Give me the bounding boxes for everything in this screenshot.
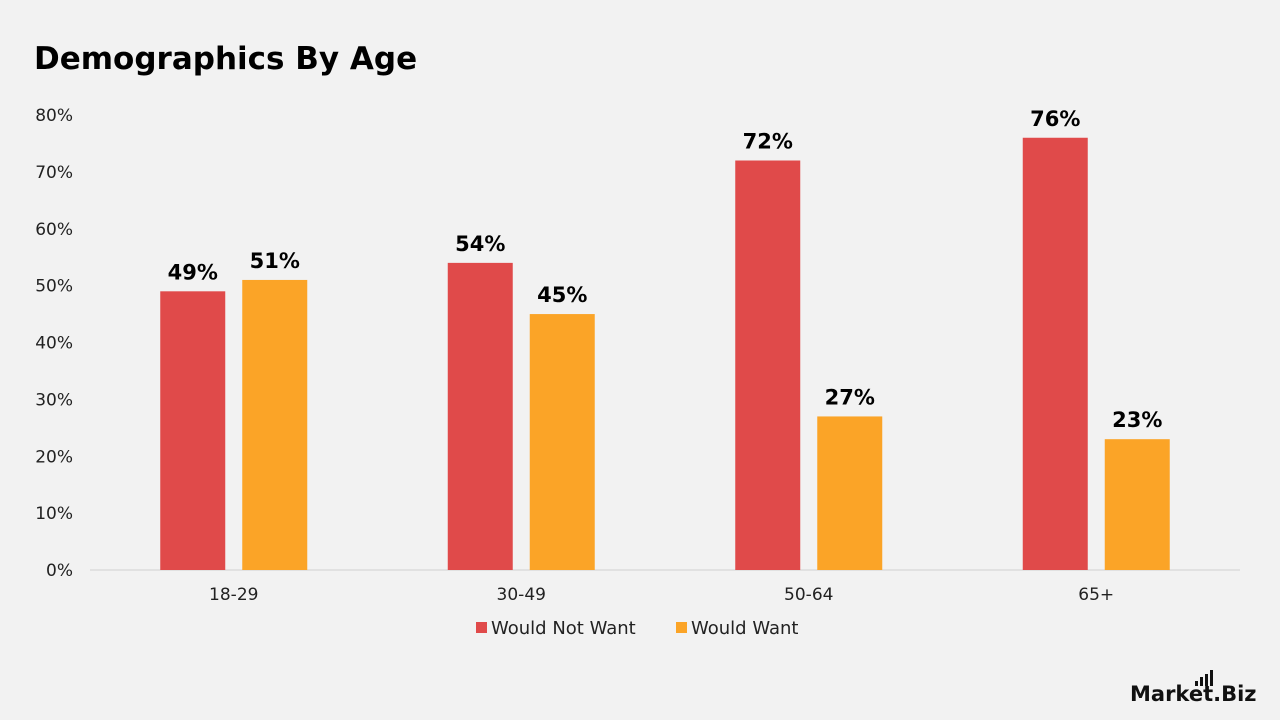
- data-label: 27%: [825, 385, 875, 409]
- data-label: 49%: [168, 260, 218, 284]
- y-tick-label: 40%: [35, 334, 73, 354]
- y-tick-label: 20%: [35, 447, 73, 467]
- data-label: 76%: [1030, 107, 1080, 131]
- data-label: 23%: [1112, 408, 1162, 432]
- bar-would-want-18-29: [242, 279, 308, 570]
- bar-would-not-want-65+: [1022, 137, 1088, 570]
- data-label: 51%: [250, 249, 300, 273]
- bar-would-not-want-50-64: [735, 160, 801, 570]
- chart-title: Demographics By Age: [34, 41, 417, 77]
- bars-group: [160, 137, 1170, 570]
- y-tick-label: 0%: [46, 561, 73, 581]
- y-tick-label: 80%: [35, 106, 73, 126]
- legend-swatch: [476, 622, 487, 633]
- brand-logo: Market.Biz: [1130, 670, 1257, 706]
- bar-would-not-want-30-49: [447, 262, 513, 570]
- y-tick-label: 70%: [35, 163, 73, 183]
- data-label: 72%: [743, 130, 793, 154]
- bar-would-want-30-49: [529, 314, 595, 570]
- legend: Would Not Want Would Want: [476, 618, 798, 639]
- legend-label: Would Want: [691, 618, 798, 639]
- bar-would-want-65+: [1104, 439, 1170, 570]
- x-axis: 18-29 30-49 50-64 65+: [209, 585, 1114, 605]
- y-axis: 0% 10% 20% 30% 40% 50% 60% 70% 80%: [35, 106, 73, 581]
- legend-swatch: [676, 622, 687, 633]
- x-tick-label: 18-29: [209, 585, 258, 605]
- brand-name-suffix: .Biz: [1213, 682, 1256, 706]
- brand-name: Market.Biz: [1130, 682, 1257, 706]
- y-tick-label: 50%: [35, 277, 73, 297]
- bar-chart-icon: [1195, 670, 1213, 686]
- brand-name-main: Market: [1130, 682, 1213, 706]
- x-tick-label: 30-49: [497, 585, 546, 605]
- y-tick-label: 10%: [35, 504, 73, 524]
- y-tick-label: 60%: [35, 220, 73, 240]
- y-tick-label: 30%: [35, 390, 73, 410]
- x-tick-label: 50-64: [784, 585, 833, 605]
- bar-would-want-50-64: [817, 416, 883, 570]
- data-label: 54%: [455, 232, 505, 256]
- data-labels-group: 49% 51% 54% 45% 72% 27% 76% 23%: [168, 107, 1163, 432]
- x-tick-label: 65+: [1078, 585, 1114, 605]
- data-label: 45%: [537, 283, 587, 307]
- bar-would-not-want-18-29: [160, 291, 226, 570]
- legend-label: Would Not Want: [491, 618, 636, 639]
